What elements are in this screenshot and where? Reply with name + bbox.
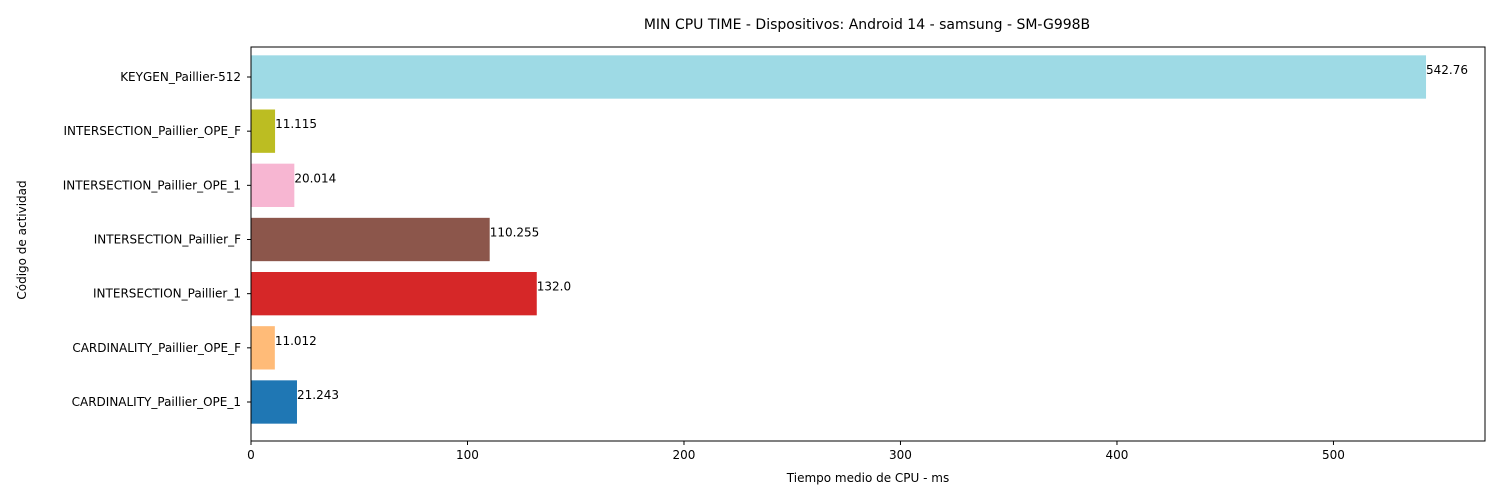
y-tick-label: KEYGEN_Paillier-512 bbox=[120, 70, 241, 84]
value-label: 20.014 bbox=[294, 171, 336, 185]
y-tick-label: INTERSECTION_Paillier_OPE_1 bbox=[63, 178, 241, 192]
bar-intersection-paillier-ope-1 bbox=[251, 163, 295, 207]
value-label: 21.243 bbox=[297, 388, 339, 402]
y-tick-label: CARDINALITY_Paillier_OPE_1 bbox=[72, 395, 241, 409]
y-tick-label: INTERSECTION_Paillier_F bbox=[94, 233, 241, 247]
y-axis: CARDINALITY_Paillier_OPE_1 CARDINALITY_Pa… bbox=[63, 70, 251, 409]
x-tick-label: 100 bbox=[456, 448, 479, 462]
x-tick-label: 300 bbox=[889, 448, 912, 462]
value-labels-group: 21.243 11.012 132.0 110.255 20.014 11.115 542.… bbox=[275, 63, 1468, 402]
y-tick-label: CARDINALITY_Paillier_OPE_F bbox=[72, 341, 241, 355]
chart-title: MIN CPU TIME - Dispositivos: Android 14 … bbox=[644, 17, 1090, 33]
plot-frame bbox=[250, 46, 1486, 442]
x-tick-label: 200 bbox=[673, 448, 696, 462]
bar-intersection-paillier-ope-f bbox=[251, 109, 276, 153]
value-label: 110.255 bbox=[490, 226, 540, 240]
value-label: 11.115 bbox=[275, 117, 317, 131]
bar-intersection-paillier-f bbox=[251, 217, 490, 262]
value-label: 132.0 bbox=[537, 280, 571, 294]
bar-keygen-paillier-512 bbox=[251, 55, 1427, 99]
value-label: 11.012 bbox=[275, 334, 317, 348]
x-tick-label: 500 bbox=[1322, 448, 1345, 462]
y-tick-label: INTERSECTION_Paillier_OPE_F bbox=[63, 124, 241, 138]
x-tick-label: 400 bbox=[1106, 448, 1129, 462]
y-axis-label: Código de actividad bbox=[15, 180, 29, 299]
value-label: 542.76 bbox=[1426, 63, 1468, 77]
bars-group bbox=[251, 55, 1427, 424]
x-axis: 0 100 200 300 400 500 bbox=[247, 441, 1345, 462]
bar-intersection-paillier-1 bbox=[251, 272, 537, 316]
bar-cardinality-paillier-ope-f bbox=[251, 326, 275, 370]
y-tick-label: INTERSECTION_Paillier_1 bbox=[93, 287, 241, 301]
x-tick-label: 0 bbox=[247, 448, 255, 462]
x-axis-label: Tiempo medio de CPU - ms bbox=[786, 471, 949, 485]
bar-cardinality-paillier-ope-1 bbox=[251, 380, 297, 424]
